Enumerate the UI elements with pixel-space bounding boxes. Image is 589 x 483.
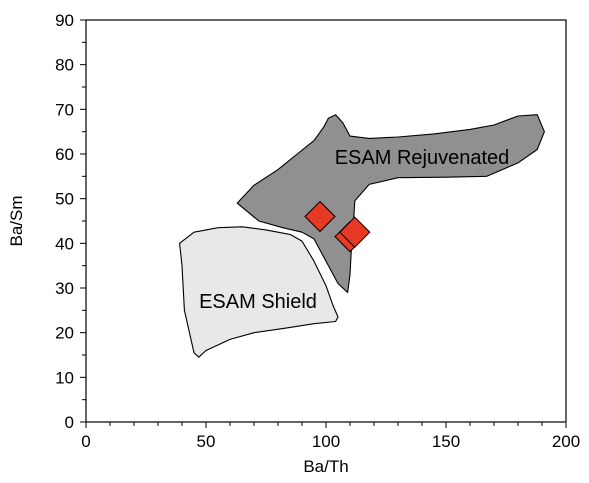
points-layer <box>304 200 371 253</box>
region-labels-layer: ESAM Rejuvenated ESAM Shield <box>199 147 509 313</box>
tick-labels-layer: 0 50 100 150 200 0 10 20 30 40 50 60 70 80 90 <box>55 11 580 451</box>
y-tick-label: 30 <box>55 279 74 298</box>
ticks-layer <box>80 19 567 428</box>
y-tick-label: 10 <box>55 368 74 387</box>
y-tick-label: 60 <box>55 145 74 164</box>
data-point-1 <box>304 200 336 233</box>
x-tick-label: 50 <box>197 432 216 451</box>
x-axis-label: Ba/Th <box>303 457 348 476</box>
region-esam-shield <box>179 226 339 358</box>
region-esam-rejuvenated <box>236 114 545 294</box>
region-label-esam-shield: ESAM Shield <box>199 291 317 313</box>
regions-layer <box>179 114 545 358</box>
region-label-esam-rejuvenated: ESAM Rejuvenated <box>335 147 510 169</box>
x-tick-label: 0 <box>81 432 90 451</box>
y-tick-label: 40 <box>55 234 74 253</box>
y-tick-label: 20 <box>55 324 74 343</box>
x-tick-label: 150 <box>432 432 460 451</box>
x-tick-label: 100 <box>312 432 340 451</box>
y-tick-label: 90 <box>55 11 74 30</box>
y-axis-label: Ba/Sm <box>7 195 26 246</box>
y-tick-label: 80 <box>55 56 74 75</box>
y-tick-label: 50 <box>55 190 74 209</box>
x-tick-label: 200 <box>552 432 580 451</box>
data-point-3 <box>339 216 371 248</box>
y-tick-label: 70 <box>55 100 74 119</box>
y-tick-label: 0 <box>65 413 74 432</box>
